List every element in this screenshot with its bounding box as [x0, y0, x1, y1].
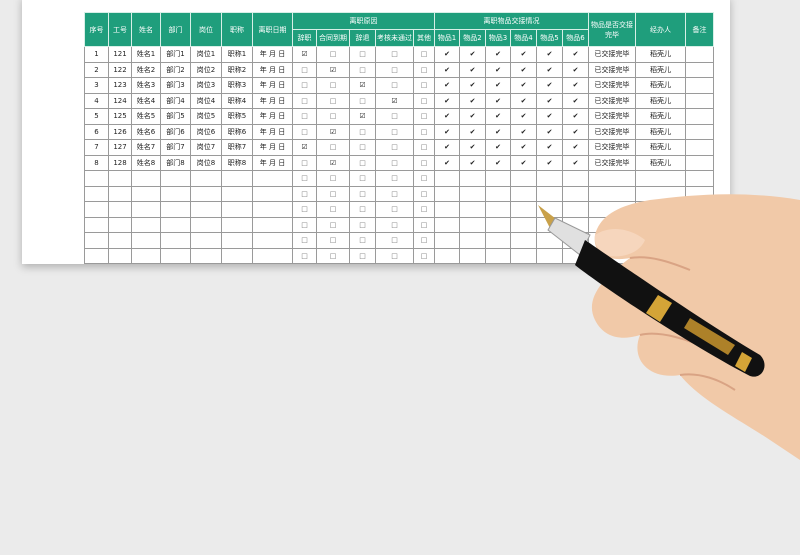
header-reason: 合同到期: [316, 29, 350, 47]
header-item: 物品4: [510, 29, 537, 47]
header-dept: 部门: [160, 12, 191, 47]
empty-row: □ □ □ □ □: [84, 170, 714, 187]
resignation-handover-table: 序号 工号 姓名 部门 岗位 职称 离职日期 离职原因 离职物品交接情况 物品是…: [84, 12, 714, 264]
header-date: 离职日期: [252, 12, 293, 47]
header-name: 姓名: [131, 12, 161, 47]
header-items-group: 离职物品交接情况: [434, 12, 589, 30]
empty-row: □ □ □ □ □: [84, 201, 714, 218]
header-reason: 考核未通过: [375, 29, 414, 47]
table-row: 8 128 姓名8 部门8 岗位8 职称8 年 月 日 □ ☑ □ □ □ ✔ ✔ ✔ ✔ ✔ ✔ 已交接完毕 稻壳儿: [84, 154, 714, 171]
header-reason: 辞职: [292, 29, 317, 47]
header-item: 物品3: [485, 29, 511, 47]
spreadsheet-page: 登记单位：XXX单位登记离职人员数：8登记年度：20XX年已交接完毕数：8未交接…: [22, 0, 730, 264]
header-reason: 辞退: [349, 29, 376, 47]
header-seq: 序号: [84, 12, 109, 47]
header-post: 岗位: [190, 12, 222, 47]
header-done: 物品是否交接完毕: [588, 12, 636, 47]
header-item: 物品2: [459, 29, 486, 47]
empty-row: □ □ □ □ □: [84, 185, 714, 202]
fountain-pen-icon: [538, 205, 765, 377]
header-title: 职称: [221, 12, 253, 47]
table-row: 7 127 姓名7 部门7 岗位7 职称7 年 月 日 ☑ □ □ □ □ ✔ ✔ ✔ ✔ ✔ ✔ 已交接完毕 稻壳儿: [84, 139, 714, 156]
header-item: 物品6: [562, 29, 589, 47]
header-note: 备注: [685, 12, 714, 47]
header-item: 物品5: [536, 29, 563, 47]
reason-checkbox[interactable]: □: [375, 247, 414, 264]
header-reason-group: 离职原因: [292, 12, 435, 30]
